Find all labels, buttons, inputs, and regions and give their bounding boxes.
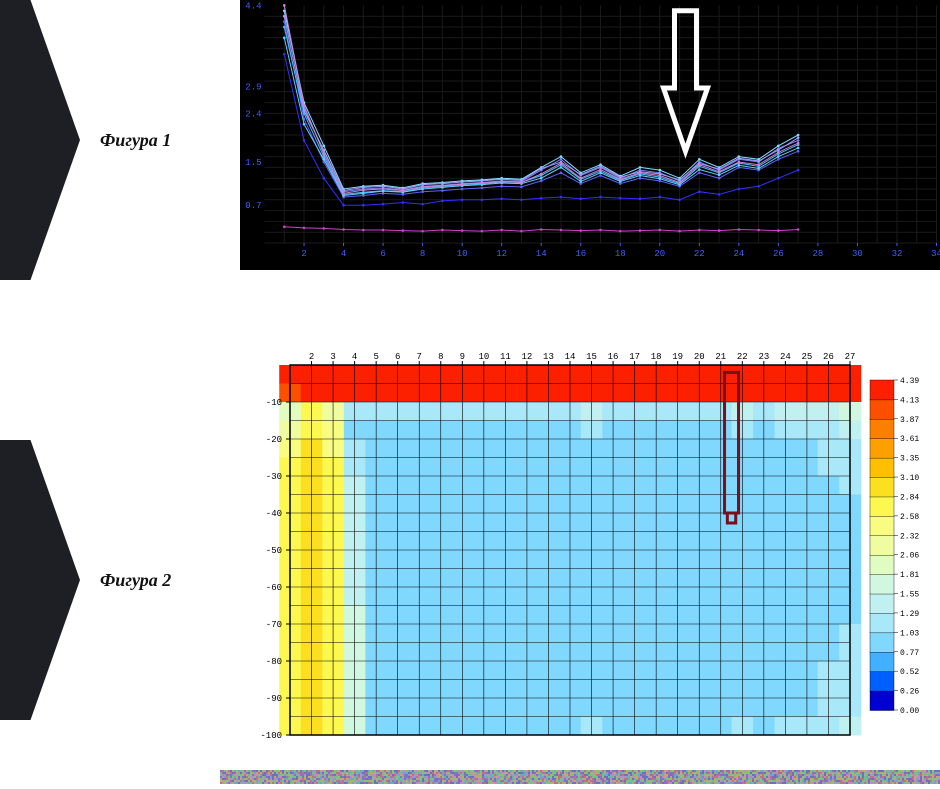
svg-text:15: 15 <box>586 352 597 362</box>
svg-text:19: 19 <box>672 352 683 362</box>
decorative-band <box>220 770 940 784</box>
svg-text:18: 18 <box>651 352 662 362</box>
svg-text:20: 20 <box>654 249 665 259</box>
svg-text:0.7: 0.7 <box>245 201 261 211</box>
chart-2-heatmap: 2345678910111213141516171819202122232425… <box>240 345 940 745</box>
svg-text:28: 28 <box>813 249 824 259</box>
svg-text:3.10: 3.10 <box>900 474 919 483</box>
svg-text:26: 26 <box>773 249 784 259</box>
svg-text:5: 5 <box>373 352 378 362</box>
svg-text:18: 18 <box>615 249 626 259</box>
svg-text:27: 27 <box>845 352 856 362</box>
svg-text:4: 4 <box>341 249 346 259</box>
svg-text:-70: -70 <box>266 620 282 630</box>
svg-text:3.61: 3.61 <box>900 435 919 444</box>
svg-text:14: 14 <box>565 352 576 362</box>
svg-text:17: 17 <box>629 352 640 362</box>
svg-text:0.52: 0.52 <box>900 668 919 677</box>
svg-text:-90: -90 <box>266 694 282 704</box>
svg-text:34: 34 <box>931 249 940 259</box>
svg-text:11: 11 <box>500 352 511 362</box>
svg-text:8: 8 <box>438 352 443 362</box>
svg-text:2.4: 2.4 <box>245 109 261 119</box>
svg-text:4: 4 <box>352 352 357 362</box>
svg-text:-80: -80 <box>266 657 282 667</box>
svg-text:-50: -50 <box>266 546 282 556</box>
svg-text:0.00: 0.00 <box>900 707 919 716</box>
svg-text:4.4: 4.4 <box>245 1 261 11</box>
svg-text:30: 30 <box>852 249 863 259</box>
svg-text:3.87: 3.87 <box>900 416 919 425</box>
svg-text:16: 16 <box>608 352 619 362</box>
figure-1-label: Фигура 1 <box>100 130 171 151</box>
svg-text:2.58: 2.58 <box>900 513 919 522</box>
svg-text:-30: -30 <box>266 472 282 482</box>
svg-text:10: 10 <box>478 352 489 362</box>
svg-text:12: 12 <box>496 249 507 259</box>
svg-text:14: 14 <box>536 249 547 259</box>
svg-text:-60: -60 <box>266 583 282 593</box>
svg-text:1.03: 1.03 <box>900 629 919 638</box>
svg-text:1.29: 1.29 <box>900 610 919 619</box>
svg-text:2.9: 2.9 <box>245 82 261 92</box>
svg-text:1.55: 1.55 <box>900 591 919 600</box>
svg-text:6: 6 <box>380 249 385 259</box>
svg-text:0.26: 0.26 <box>900 688 919 697</box>
figure-2-label: Фигура 2 <box>100 570 171 591</box>
svg-text:10: 10 <box>457 249 468 259</box>
svg-text:-100: -100 <box>260 731 282 741</box>
svg-text:24: 24 <box>733 249 744 259</box>
svg-text:3.35: 3.35 <box>900 455 919 464</box>
svg-text:26: 26 <box>823 352 834 362</box>
svg-text:1.81: 1.81 <box>900 571 919 580</box>
svg-text:0.77: 0.77 <box>900 649 919 658</box>
svg-text:3: 3 <box>330 352 335 362</box>
svg-text:4.39: 4.39 <box>900 377 919 386</box>
svg-text:22: 22 <box>737 352 748 362</box>
svg-text:32: 32 <box>892 249 903 259</box>
svg-text:4.13: 4.13 <box>900 396 919 405</box>
svg-text:1.5: 1.5 <box>245 158 261 168</box>
svg-text:6: 6 <box>395 352 400 362</box>
svg-text:2.84: 2.84 <box>900 493 919 502</box>
svg-text:2: 2 <box>309 352 314 362</box>
svg-text:2.32: 2.32 <box>900 532 919 541</box>
svg-text:13: 13 <box>543 352 554 362</box>
svg-text:8: 8 <box>420 249 425 259</box>
chart-1-line: 2468101214161820222426283032340.71.52.42… <box>240 0 940 270</box>
svg-text:12: 12 <box>522 352 533 362</box>
svg-text:-20: -20 <box>266 435 282 445</box>
svg-text:24: 24 <box>780 352 791 362</box>
svg-text:9: 9 <box>460 352 465 362</box>
svg-text:2.06: 2.06 <box>900 552 919 561</box>
svg-text:2: 2 <box>301 249 306 259</box>
svg-text:25: 25 <box>802 352 813 362</box>
svg-text:-10: -10 <box>266 398 282 408</box>
svg-text:16: 16 <box>575 249 586 259</box>
svg-text:22: 22 <box>694 249 705 259</box>
svg-text:20: 20 <box>694 352 705 362</box>
svg-text:23: 23 <box>758 352 769 362</box>
svg-text:-40: -40 <box>266 509 282 519</box>
svg-text:21: 21 <box>715 352 726 362</box>
svg-text:7: 7 <box>417 352 422 362</box>
